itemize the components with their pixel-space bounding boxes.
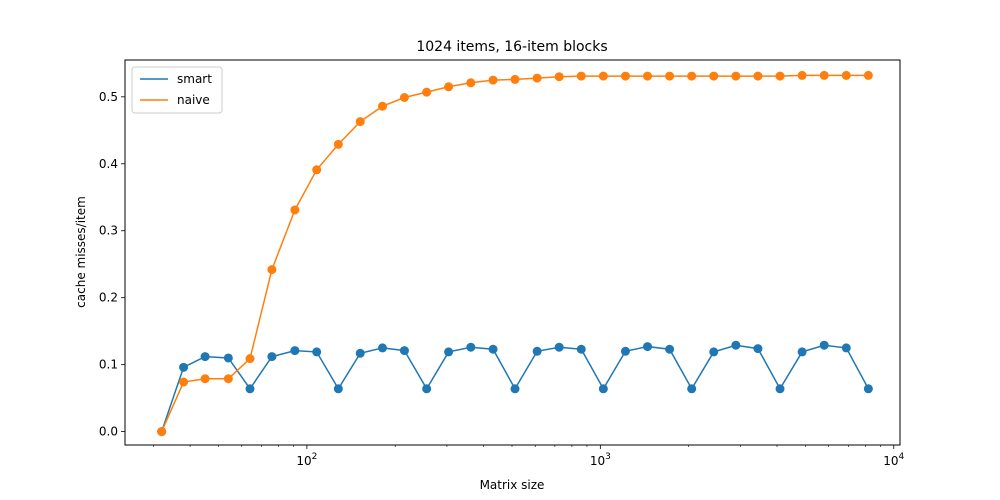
data-point-smart — [510, 384, 520, 394]
data-point-smart — [422, 384, 432, 394]
x-tick-label: 103 — [590, 452, 611, 468]
data-point-smart — [179, 362, 189, 372]
data-point-naive — [554, 72, 564, 82]
data-point-naive — [290, 205, 300, 215]
legend-label-smart: smart — [177, 72, 212, 86]
x-axis-label: Matrix size — [480, 478, 545, 492]
y-tick-label: 0.2 — [99, 291, 118, 305]
data-point-smart — [643, 342, 653, 352]
plot-frame — [124, 59, 901, 446]
data-point-naive — [399, 92, 409, 102]
data-point-naive — [841, 70, 851, 80]
data-point-naive — [444, 82, 454, 92]
x-tick-label-exponent: 4 — [899, 452, 905, 462]
data-point-naive — [775, 71, 785, 81]
x-tick-label-base: 10 — [590, 454, 605, 468]
data-point-smart — [576, 344, 586, 354]
legend-label-naive: naive — [177, 93, 210, 107]
data-point-naive — [532, 73, 542, 83]
x-tick-label-base: 10 — [883, 454, 898, 468]
data-point-naive — [312, 165, 322, 175]
data-point-naive — [687, 71, 697, 81]
data-point-smart — [819, 340, 829, 350]
data-point-smart — [665, 344, 675, 354]
data-point-naive — [422, 87, 432, 97]
data-point-naive — [819, 70, 829, 80]
data-point-smart — [312, 347, 322, 357]
data-point-naive — [863, 70, 873, 80]
data-point-naive — [753, 71, 763, 81]
data-point-smart — [753, 344, 763, 354]
x-tick-label-base: 10 — [296, 454, 311, 468]
data-point-smart — [223, 353, 233, 363]
data-point-smart — [731, 340, 741, 350]
data-point-naive — [598, 71, 608, 81]
data-point-smart — [598, 384, 608, 394]
x-axis: 102 103 104 — [153, 445, 905, 468]
data-point-smart — [444, 347, 454, 357]
data-point-smart — [377, 343, 387, 353]
series-layer — [157, 70, 873, 437]
y-tick-label: 0.5 — [99, 90, 118, 104]
x-tick-label: 104 — [883, 452, 904, 468]
y-tick-label: 0.4 — [99, 157, 118, 171]
data-point-naive — [488, 75, 498, 85]
y-tick-label: 0.1 — [99, 358, 118, 372]
data-point-smart — [488, 344, 498, 354]
y-axis-label: cache misses/item — [74, 196, 88, 308]
data-point-smart — [200, 352, 210, 362]
data-point-naive — [267, 265, 277, 275]
data-point-smart — [399, 346, 409, 356]
x-tick-label: 102 — [296, 452, 317, 468]
data-point-smart — [532, 346, 542, 356]
data-point-naive — [377, 101, 387, 111]
data-point-naive — [709, 71, 719, 81]
data-point-smart — [620, 346, 630, 356]
data-point-smart — [245, 384, 255, 394]
data-point-smart — [290, 346, 300, 356]
data-point-smart — [687, 384, 697, 394]
data-point-smart — [554, 342, 564, 352]
y-tick-label: 0.0 — [99, 425, 118, 439]
data-point-naive — [333, 139, 343, 149]
data-point-naive — [223, 374, 233, 384]
data-point-smart — [863, 384, 873, 394]
data-point-smart — [775, 384, 785, 394]
data-point-smart — [797, 347, 807, 357]
data-point-naive — [731, 71, 741, 81]
y-axis: 0.0 0.1 0.2 0.3 0.4 0.5 — [99, 90, 125, 439]
data-point-smart — [709, 347, 719, 357]
data-point-naive — [797, 70, 807, 80]
x-tick-label-exponent: 2 — [312, 452, 318, 462]
legend: smart naive — [131, 66, 223, 114]
data-point-naive — [510, 74, 520, 84]
data-point-naive — [245, 354, 255, 364]
data-point-smart — [333, 384, 343, 394]
data-point-naive — [576, 71, 586, 81]
data-point-naive — [665, 71, 675, 81]
data-point-naive — [200, 374, 210, 384]
data-point-naive — [466, 78, 476, 88]
chart-title: 1024 items, 16-item blocks — [416, 39, 607, 55]
data-point-naive — [355, 117, 365, 127]
data-point-naive — [643, 71, 653, 81]
data-point-smart — [267, 352, 277, 362]
y-tick-label: 0.3 — [99, 224, 118, 238]
data-point-smart — [355, 348, 365, 358]
data-point-naive — [620, 71, 630, 81]
plot-area — [125, 60, 900, 445]
data-point-smart — [841, 343, 851, 353]
x-tick-label-exponent: 3 — [605, 452, 611, 462]
data-point-naive — [179, 377, 189, 387]
data-point-naive — [157, 427, 167, 437]
data-point-smart — [466, 342, 476, 352]
